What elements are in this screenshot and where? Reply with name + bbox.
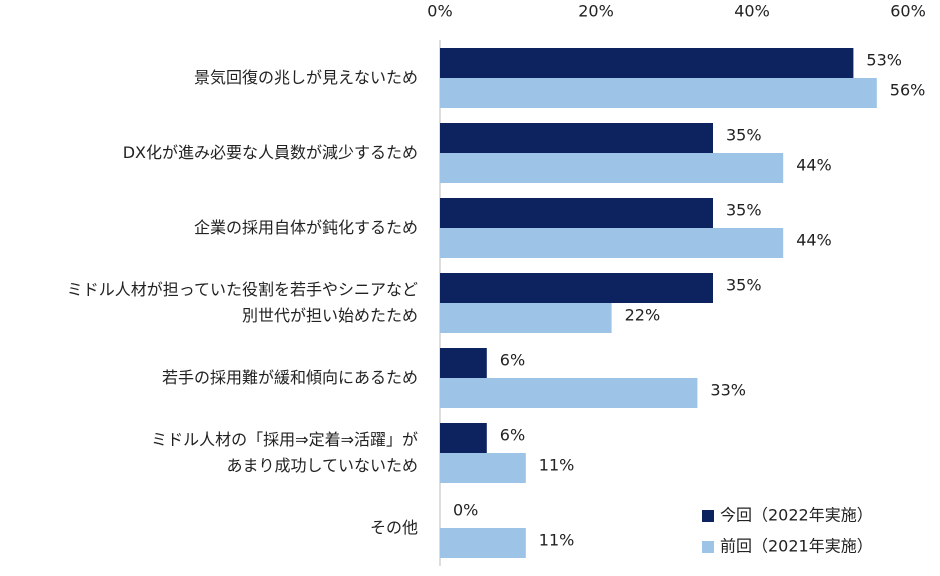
data-label: 11% xyxy=(539,456,575,475)
bar xyxy=(440,273,713,303)
data-label: 53% xyxy=(866,51,902,70)
bar xyxy=(440,228,784,258)
legend-swatch xyxy=(702,541,714,553)
data-label: 6% xyxy=(500,351,525,370)
bar xyxy=(440,78,877,108)
bar xyxy=(440,153,784,183)
data-label: 6% xyxy=(500,426,525,445)
bar xyxy=(440,48,854,78)
legend-label: 今回（2022年実施） xyxy=(720,506,873,525)
x-tick-label: 40% xyxy=(734,2,770,21)
data-label: 35% xyxy=(726,276,762,295)
bar xyxy=(440,198,713,228)
x-tick-label: 0% xyxy=(427,2,452,21)
bar xyxy=(440,453,526,483)
y-tick-label: DX化が進み必要な人員数が減少するため xyxy=(123,143,418,162)
legend-label: 前回（2021年実施） xyxy=(720,537,873,556)
y-tick-label: その他 xyxy=(370,518,418,537)
data-label: 11% xyxy=(539,531,575,550)
x-tick-label: 60% xyxy=(890,2,926,21)
bar xyxy=(440,303,612,333)
data-label: 33% xyxy=(710,381,746,400)
data-label: 35% xyxy=(726,126,762,145)
bar xyxy=(440,348,487,378)
y-tick-label: 若手の採用難が緩和傾向にあるため xyxy=(162,368,418,387)
data-label: 0% xyxy=(453,501,478,520)
y-tick-label: 景気回復の兆しが見えないため xyxy=(194,68,418,87)
data-label: 44% xyxy=(796,231,832,250)
y-tick-label: ミドル人材の「採用⇒定着⇒活躍」があまり成功していないため xyxy=(151,430,418,475)
data-label: 35% xyxy=(726,201,762,220)
data-label: 22% xyxy=(625,306,661,325)
bar xyxy=(440,123,713,153)
legend-swatch xyxy=(702,510,714,522)
y-tick-label: ミドル人材が担っていた役割を若手やシニアなど別世代が担い始めたため xyxy=(67,280,418,325)
data-label: 56% xyxy=(890,81,926,100)
bar xyxy=(440,528,526,558)
x-tick-label: 20% xyxy=(578,2,614,21)
y-tick-label: 企業の採用自体が鈍化するため xyxy=(194,218,418,237)
bar xyxy=(440,423,487,453)
data-label: 44% xyxy=(796,156,832,175)
bar xyxy=(440,378,698,408)
